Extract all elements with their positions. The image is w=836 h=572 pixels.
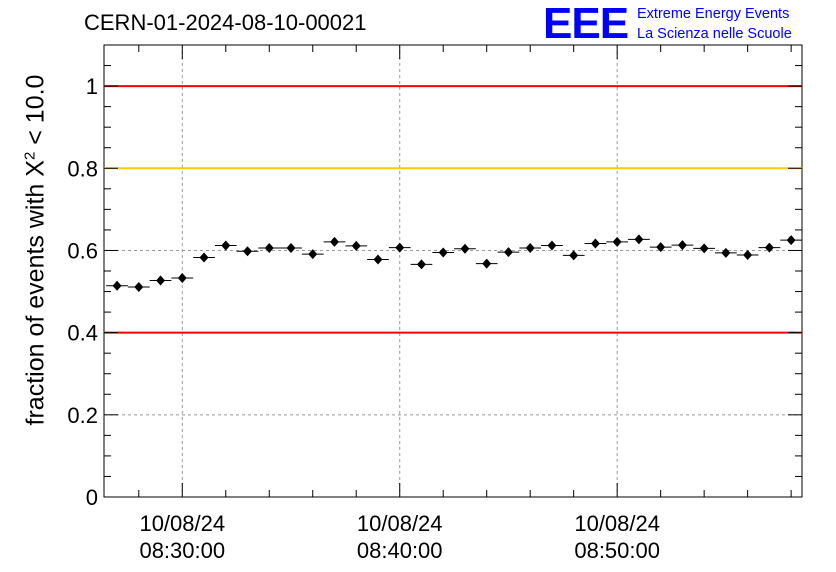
x-tick-label-time: 08:30:00: [139, 538, 225, 563]
data-point: [612, 236, 622, 247]
y-tick-label: 0: [86, 485, 98, 510]
data-point: [634, 234, 644, 245]
y-tick-label: 1: [86, 74, 98, 99]
x-tick-label-date: 10/08/24: [574, 511, 660, 536]
data-point: [503, 247, 513, 258]
data-point: [460, 243, 470, 254]
logo-line-2: La Scienza nelle Scuole: [637, 26, 792, 42]
data-point: [134, 282, 144, 293]
chart-title: CERN-01-2024-08-10-00021: [84, 10, 367, 35]
data-point: [199, 252, 209, 263]
data-point: [547, 240, 557, 251]
y-tick-label: 0.2: [67, 403, 98, 428]
y-tick-label: 0.6: [67, 238, 98, 263]
data-point: [764, 242, 774, 253]
data-point: [438, 247, 448, 258]
data-point: [416, 259, 426, 270]
x-tick-label-time: 08:50:00: [574, 538, 660, 563]
data-point: [329, 236, 339, 247]
x-tick-label-date: 10/08/24: [357, 511, 443, 536]
data-point: [590, 238, 600, 249]
data-point: [569, 250, 579, 261]
logo-line-1: Extreme Energy Events: [637, 6, 790, 22]
data-point: [308, 249, 318, 260]
x-tick-label-date: 10/08/24: [139, 511, 225, 536]
data-point: [112, 280, 122, 291]
data-point: [221, 240, 231, 251]
data-point: [177, 272, 187, 283]
y-tick-label: 0.8: [67, 156, 98, 181]
data-point: [699, 243, 709, 254]
data-point: [482, 258, 492, 269]
data-point: [351, 240, 361, 251]
data-point: [264, 242, 274, 253]
data-point: [243, 246, 253, 257]
x-tick-label-time: 08:40:00: [357, 538, 443, 563]
data-point: [677, 240, 687, 251]
data-point: [743, 249, 753, 260]
data-point: [656, 242, 666, 253]
data-point: [286, 242, 296, 253]
data-point: [156, 275, 166, 286]
data-point: [373, 254, 383, 265]
data-point: [525, 242, 535, 253]
plot-frame: [103, 44, 803, 498]
y-tick-label: 0.4: [67, 321, 98, 346]
data-point: [395, 242, 405, 253]
data-point: [721, 247, 731, 258]
data-point: [786, 235, 796, 246]
eee-logo: EEE: [543, 0, 629, 48]
logo-text: Extreme Energy Events La Scienza nelle S…: [637, 4, 792, 44]
